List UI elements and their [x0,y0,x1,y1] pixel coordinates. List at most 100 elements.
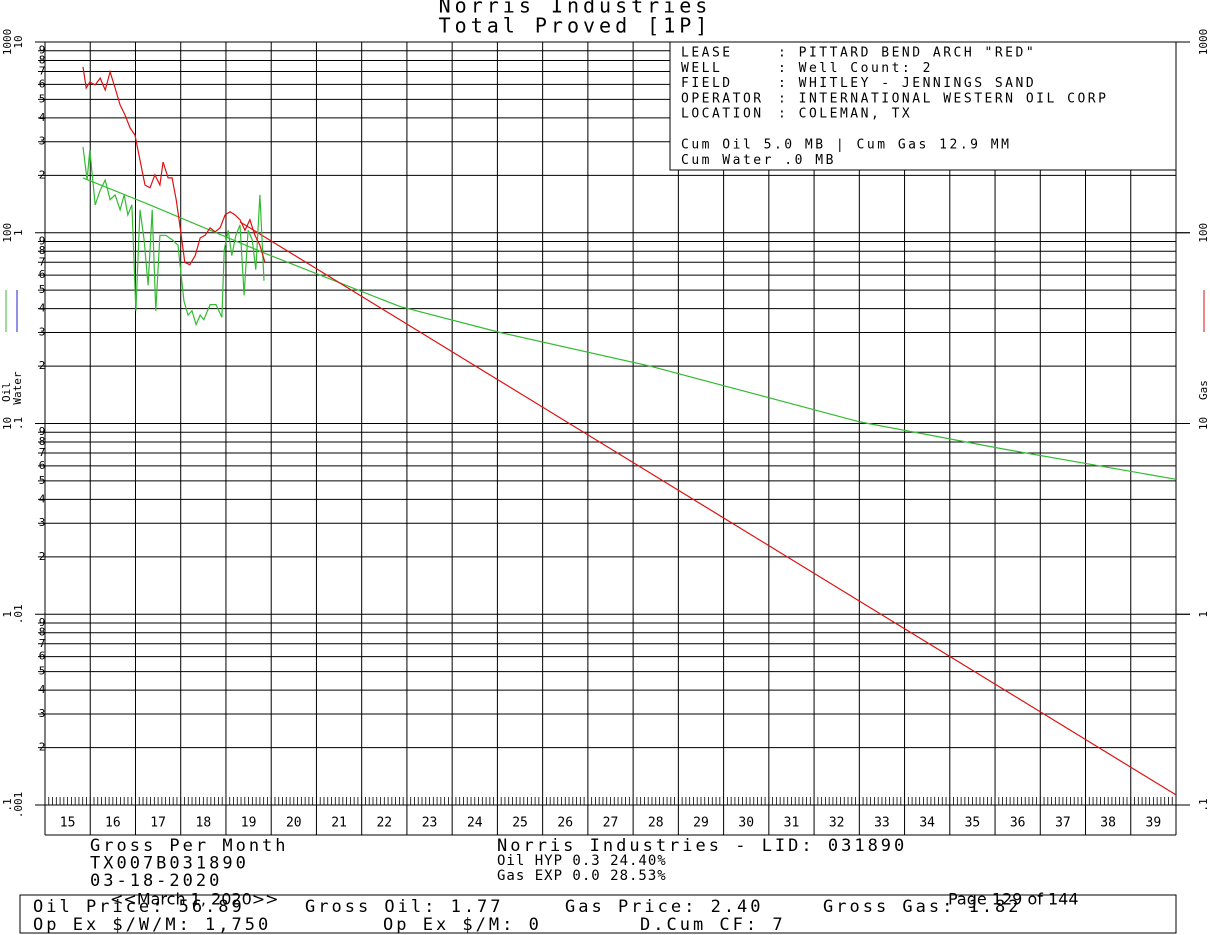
info-value: : COLEMAN, TX [778,107,912,122]
y-minor-label: 3 [39,516,46,529]
y-minor-label: 9 [39,616,46,629]
y-minor-label: 4 [39,302,46,315]
water-axis-label: Water [11,371,24,404]
y-tick-label: 1000 [1,29,14,56]
series-line [82,146,265,327]
chart-title: Norris Industries [439,0,712,18]
series-line [82,66,266,266]
y2-tick-label: 100 [1197,223,1210,243]
y2-tick-label: .1 [1197,798,1210,811]
forecast-line [82,177,1177,480]
footer-box-text: Gas Price: 2.40 [565,897,764,917]
y-minor-label: 7 [39,446,46,459]
water-tick-label: .01 [12,604,25,624]
y-minor-label: 3 [39,707,46,720]
y-tick-label: 10 [1,417,14,430]
x-tick-label: 19 [241,816,257,831]
info-label: LEASE [681,46,733,61]
x-tick-label: 27 [603,816,619,831]
y-minor-label: 2 [39,359,46,372]
y-minor-label: 2 [39,550,46,563]
y-tick-label: 1 [1,611,14,618]
x-tick-label: 15 [60,816,76,831]
x-tick-label: 38 [1100,816,1116,831]
y-minor-label: 5 [39,665,46,678]
x-tick-label: 21 [331,816,347,831]
x-tick-label: 36 [1010,816,1026,831]
water-tick-label: 1 [12,229,25,236]
info-value: : WHITLEY - JENNINGS SAND [778,76,1036,91]
x-tick-label: 33 [874,816,890,831]
water-tick-label: 10 [12,35,25,48]
y-minor-label: 6 [39,650,46,663]
footer-box-text: Gross Gas: 1.82 [823,897,1022,917]
forecast-line [239,221,1177,796]
footer-left: 03-18-2020 [90,871,222,891]
y-minor-label: 3 [39,325,46,338]
x-tick-label: 37 [1055,816,1071,831]
x-tick-label: 32 [829,816,845,831]
chart-subtitle: Total Proved [1P] [439,14,712,38]
footer-box-text: Oil Price: 56.89 [33,897,245,917]
info-label: LOCATION [681,107,764,122]
y-minor-label: 9 [39,425,46,438]
info-box [669,41,1177,171]
info-value: : INTERNATIONAL WESTERN OIL CORP [778,91,1108,106]
y-minor-label: 3 [39,135,46,148]
info-value: : PITTARD BEND ARCH "RED" [778,46,1036,61]
y-minor-label: 4 [39,492,46,505]
cum-line: Cum Oil 5.0 MB | Cum Gas 12.9 MM [681,138,1011,153]
footer-mid: Gas EXP 0.0 28.53% [497,868,667,884]
x-tick-label: 22 [376,816,392,831]
y-minor-label: 9 [39,234,46,247]
y-minor-label: 7 [39,255,46,268]
y-minor-label: 4 [39,683,46,696]
water-tick-label: .1 [12,417,25,430]
cum-line: Cum Water .0 MB [681,153,836,168]
y-minor-label: 6 [39,268,46,281]
footer-mid: Oil HYP 0.3 24.40% [497,853,667,869]
y-minor-label: 8 [39,244,46,257]
y-minor-label: 7 [39,637,46,650]
water-tick-label: .001 [12,792,25,819]
x-tick-label: 20 [286,816,302,831]
x-tick-label: 39 [1146,816,1162,831]
x-tick-label: 34 [919,816,935,831]
y-minor-label: 2 [39,168,46,181]
footer-box-text: Op Ex $/W/M: 1,750 [33,915,271,935]
x-tick-label: 28 [648,816,664,831]
x-tick-label: 31 [784,816,800,831]
info-value: : Well Count: 2 [778,61,933,76]
x-tick-label: 35 [965,816,981,831]
x-tick-label: 30 [738,816,754,831]
x-tick-label: 17 [150,816,166,831]
x-tick-label: 24 [467,816,483,831]
y-minor-label: 8 [39,53,46,66]
page-overlay: Page 129 of 144 [948,890,1079,909]
x-tick-label: 26 [557,816,573,831]
y-tick-label: .1 [1,798,14,811]
x-tick-label: 25 [512,816,528,831]
date-overlay: <<March 1, 2020>> [110,890,279,909]
y2-tick-label: 1000 [1197,29,1210,56]
footer-box-text: Gross Oil: 1.77 [305,897,504,917]
y-minor-label: 6 [39,77,46,90]
y-minor-label: 5 [39,92,46,105]
info-label: WELL [681,61,722,76]
y-minor-label: 8 [39,626,46,639]
x-tick-label: 23 [422,816,438,831]
y-minor-label: 4 [39,111,46,124]
y2-axis-label: Gas [1197,380,1210,400]
footer-left: TX007B031890 [90,854,249,874]
y-minor-label: 7 [39,65,46,78]
footer-mid: Norris Industries - LID: 031890 [497,836,907,856]
y-minor-label: 5 [39,474,46,487]
y-minor-label: 9 [39,44,46,57]
y-minor-label: 2 [39,741,46,754]
info-label: FIELD [681,76,733,91]
y-minor-label: 6 [39,459,46,472]
y-minor-label: 8 [39,435,46,448]
footer-left: Gross Per Month [90,836,289,856]
footer-box-text: D.Cum CF: 7 [640,915,786,935]
